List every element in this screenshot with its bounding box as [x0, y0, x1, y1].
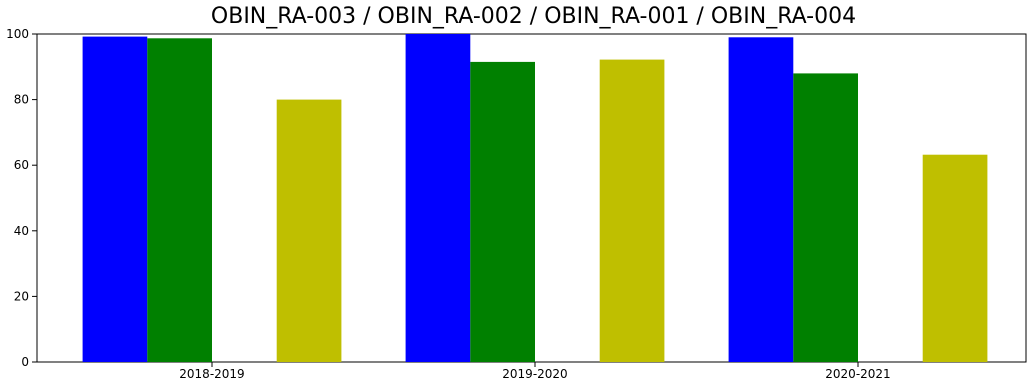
y-axis: 0 20 40 60 80 100 [6, 27, 37, 369]
x-tick-label-2020-2021: 2020-2021 [825, 367, 890, 381]
bar-s4-2020-2021 [922, 154, 988, 362]
bar-s2-2019-2020 [470, 61, 535, 363]
y-tick-label: 80 [14, 93, 29, 107]
bars-layer [82, 34, 988, 363]
y-tick-label: 60 [14, 158, 29, 172]
y-tick-label: 0 [21, 355, 29, 369]
bar-s1-2020-2021 [728, 37, 794, 363]
x-tick-label-2019-2020: 2019-2020 [502, 367, 567, 381]
bar-s1-2019-2020 [405, 34, 471, 362]
y-tick-label: 20 [14, 289, 29, 303]
y-tick-label: 40 [14, 224, 29, 238]
bar-s4-2019-2020 [599, 59, 665, 362]
chart-title: OBIN_RA-003 / OBIN_RA-002 / OBIN_RA-001 … [210, 4, 857, 29]
bar-s4-2018-2019 [276, 99, 342, 362]
x-axis: 2018-2019 2019-2020 2020-2021 [179, 362, 891, 381]
y-tick-label: 100 [6, 27, 29, 41]
bar-s1-2018-2019 [82, 36, 148, 362]
bar-s2-2018-2019 [147, 38, 212, 363]
x-tick-label-2018-2019: 2018-2019 [179, 367, 244, 381]
bar-s2-2020-2021 [793, 73, 858, 363]
